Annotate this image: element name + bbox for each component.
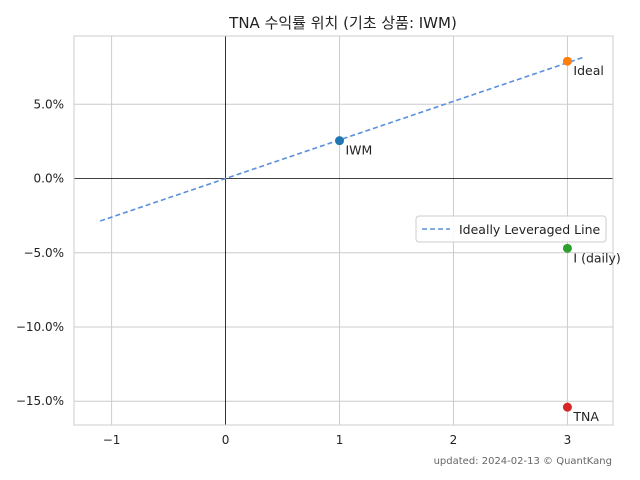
legend-box <box>415 215 607 243</box>
legend-label: Ideally Leveraged Line <box>459 222 601 237</box>
y-tick-label: 5.0% <box>34 97 65 111</box>
plot-frame <box>73 35 614 426</box>
y-tick-label: 0.0% <box>34 172 65 186</box>
point-label-i-daily: I (daily) <box>573 250 620 265</box>
chart-title: TNA 수익률 위치 (기초 상품: IWM) <box>228 14 457 32</box>
points-layer: IWM Ideal I (daily) TNA <box>335 56 621 424</box>
zero-lines <box>74 36 613 425</box>
y-tick-label: −10.0% <box>16 320 64 334</box>
point-i-daily <box>562 243 572 253</box>
ideal-line-layer <box>99 56 585 222</box>
point-ideal <box>562 56 572 66</box>
x-tick-labels: −1 0 1 2 3 <box>103 433 571 447</box>
point-label-ideal: Ideal <box>573 63 603 78</box>
y-tick-label: −15.0% <box>16 394 64 408</box>
x-tick-label: 0 <box>222 433 230 447</box>
grid <box>74 36 613 425</box>
x-tick-label: 1 <box>336 433 344 447</box>
x-tick-label: 3 <box>564 433 572 447</box>
point-label-iwm: IWM <box>346 143 373 158</box>
legend: Ideally Leveraged Line <box>415 215 607 243</box>
point-tna <box>562 402 572 412</box>
x-tick-label: −1 <box>103 433 121 447</box>
point-label-tna: TNA <box>572 409 599 424</box>
y-tick-labels: 5.0% 0.0% −5.0% −10.0% −15.0% <box>16 97 64 408</box>
footer-credit: updated: 2024-02-13 © QuantKang <box>434 456 612 467</box>
x-tick-label: 2 <box>450 433 458 447</box>
ideal-leveraged-line <box>99 56 585 222</box>
point-iwm <box>335 136 345 146</box>
y-tick-label: −5.0% <box>23 246 64 260</box>
